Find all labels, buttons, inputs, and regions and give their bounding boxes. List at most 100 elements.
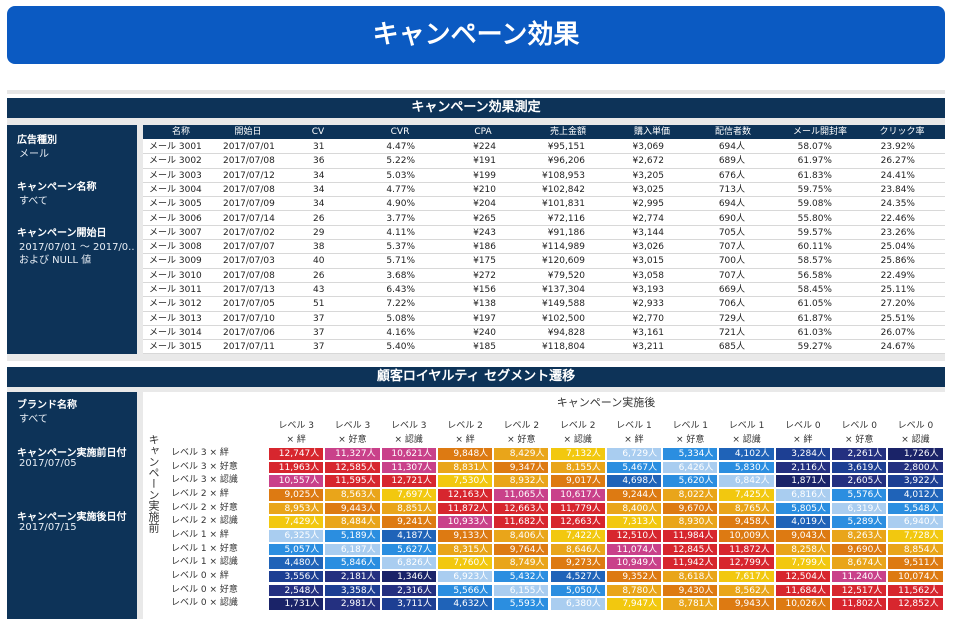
table-cell: メール 3004 [149,184,202,195]
heatmap-cell: 11,984人 [662,528,719,543]
filter-label: キャンペーン名称 [17,182,97,193]
heatmap-cell: 5,627人 [380,542,437,557]
heatmap-cell: 7,313人 [605,515,663,529]
row-label: レベル 3 × 絆 [171,448,229,458]
heatmap-cell: 11,779人 [549,501,606,516]
page-title: キャンペーン効果 [7,6,945,64]
table-cell: 36 [313,156,325,167]
heatmap-cell: 6,325人 [268,528,325,543]
heatmap-cell: 5,432人 [493,569,550,584]
heatmap-cell: 10,621人 [380,447,437,461]
column-header: CV [311,127,325,137]
heatmap-cell: 11,065人 [493,487,550,502]
table-cell: 2017/07/09 [223,199,275,210]
row-label: レベル 0 × 絆 [171,570,229,581]
table-cell: ¥2,672 [632,156,665,167]
column-label: × 絆 [286,435,306,445]
heatmap-cell: 4,012人 [887,487,944,502]
table-cell: ¥3,069 [632,142,665,152]
table-header [143,125,945,139]
filter-value: 2017/07/05 [19,458,77,469]
column-label: × 認識 [563,435,592,445]
campaign-table: 名称 開始日 CV CVR CPA 売上金額 購入単価 配信者数 メール開封率 クリック率 メール … [143,125,945,355]
heatmap-cell: 8,930人 [662,515,719,529]
table-row [143,140,945,155]
table-row [143,283,945,298]
table-cell: 26.27% [880,156,915,167]
heatmap-cell: 12,510人 [605,528,663,543]
row-label: レベル 1 × 好意 [171,543,238,554]
heatmap-cell: 3,284人 [774,447,831,461]
heatmap-cell: 7,760人 [436,556,494,570]
table-cell: 40 [313,256,325,267]
table-cell: 2017/07/02 [223,227,275,238]
table-row [143,326,945,341]
heatmap-cell: 4,632人 [436,597,494,611]
heatmap-cell: 11,872人 [436,501,494,516]
table-cell: 58.45% [797,285,832,295]
table-cell: 59.08% [797,199,832,210]
heatmap-cell: 5,189人 [324,528,381,543]
table-cell: 4.16% [386,327,415,338]
heatmap-cell: 8,851人 [380,501,437,516]
heatmap-cell: 6,426人 [662,460,719,475]
heatmap-cell: 7,429人 [268,515,325,529]
heatmap-cell: 8,155人 [549,460,606,475]
heatmap-cell: 10,009人 [718,528,775,543]
table-cell: 700人 [718,256,745,267]
section-title: 顧客ロイヤルティ セグメント遷移 [7,367,945,387]
column-label: × 絆 [793,435,813,445]
heatmap-cell: 5,289人 [831,515,888,529]
column-label: レベル 1 [672,421,709,431]
heatmap-cell: 12,663人 [549,515,606,529]
table-cell: ¥175 [473,256,496,267]
heatmap-cell: 2,800人 [887,460,944,475]
column-header: 名称 [171,127,190,137]
heatmap-cell: 7,132人 [549,447,606,461]
row-label: レベル 2 × 絆 [171,488,229,499]
column-header: 配信者数 [714,127,751,137]
table-cell: 2017/07/11 [223,342,275,353]
heatmap-cell: 1,346人 [380,569,437,584]
row-label: レベル 3 × 好意 [171,461,238,472]
table-cell: 713人 [718,184,745,195]
table-cell: 2017/07/07 [223,242,275,253]
heatmap-cell: 12,721人 [380,474,437,488]
column-label: × 好意 [676,435,705,445]
filter-value: 2017/07/15 [19,522,77,533]
heatmap-cell: 5,467人 [605,460,663,475]
table-cell: ¥95,151 [547,142,585,152]
table-cell: 56.58% [797,270,832,281]
heatmap-cell: 8,484人 [324,515,381,529]
table-cell: 5.37% [386,242,415,253]
heatmap-cell: 4,527人 [549,569,606,584]
table-cell: ¥224 [473,142,496,152]
table-cell: ¥2,995 [632,199,665,210]
table-cell: ¥96,206 [547,156,585,167]
table-cell: ¥149,588 [542,299,585,310]
heatmap-cell: 6,826人 [380,556,437,570]
column-label: × 認識 [394,435,423,445]
heatmap-cell: 11,595人 [324,474,381,488]
heatmap-cell: 2,116人 [774,460,831,475]
table-cell: 26 [313,270,325,281]
section-title: キャンペーン効果測定 [7,98,945,118]
heatmap-cell: 12,799人 [718,556,775,570]
heatmap-cell: 8,765人 [718,501,775,516]
table-cell: 4.47% [386,142,415,152]
filter-label: 広告種別 [17,135,57,146]
table-cell: ¥91,186 [547,227,585,238]
column-label: レベル 1 [616,421,652,431]
filter-value: すべて [19,414,48,425]
table-cell: ¥156 [473,285,496,295]
table-cell: 23.92% [880,142,915,152]
table-cell: 61.97% [797,156,832,167]
table-cell: 7.22% [386,299,415,310]
table-cell: ¥191 [473,156,496,167]
heatmap-cell: 7,425人 [718,487,775,502]
heatmap-cell: 11,942人 [662,556,719,570]
heatmap-cell: 2,261人 [831,447,888,461]
column-title: キャンペーン実施後 [556,396,656,409]
column-header: 開始日 [234,127,262,137]
heatmap-cell: 10,617人 [549,487,606,502]
